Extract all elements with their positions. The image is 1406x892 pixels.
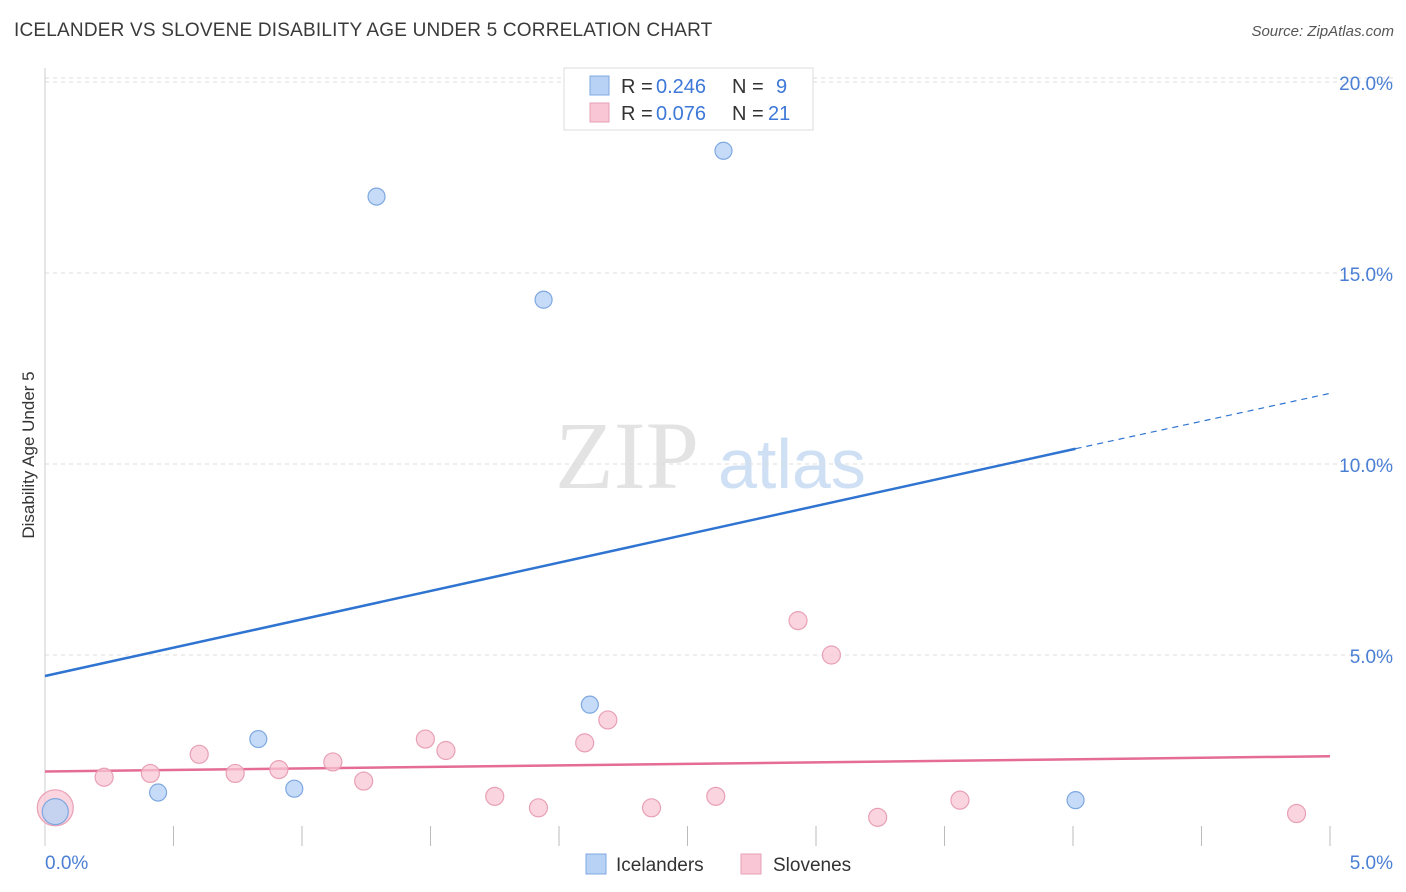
legend-n-label-icelanders: N =: [732, 76, 764, 98]
point-icelanders: [714, 141, 733, 160]
x-tick-label: 0.0%: [45, 853, 88, 874]
legend-n-icelanders: 9: [776, 76, 787, 98]
trend-line-icelanders-extension: [1075, 392, 1331, 450]
point-icelanders: [580, 695, 599, 714]
y-tick-label: 10.0%: [1339, 456, 1393, 477]
point-icelanders: [534, 290, 553, 309]
bottom-legend-label-icelanders: Icelanders: [616, 855, 704, 876]
point-icelanders: [148, 783, 168, 802]
point-slovenes: [436, 740, 456, 761]
trend-line-icelanders: [44, 447, 1076, 678]
legend-swatch-icelanders: [589, 75, 610, 96]
bottom-legend-swatch-icelanders: [585, 853, 607, 875]
y-axis-label: Disability Age Under 5: [19, 371, 38, 538]
legend-r-slovenes: 0.076: [656, 103, 706, 125]
watermark: ZIP atlas: [555, 402, 866, 509]
bottom-legend-label-slovenes: Slovenes: [773, 855, 851, 876]
point-slovenes: [94, 767, 114, 787]
chart-title: ICELANDER VS SLOVENE DISABILITY AGE UNDE…: [14, 20, 713, 41]
legend-r-label-icelanders: R =: [621, 76, 653, 98]
stats-legend: R = 0.246 N = 9 R = 0.076 N = 21: [563, 67, 814, 131]
point-slovenes: [485, 786, 505, 806]
point-slovenes: [269, 759, 289, 780]
y-tick-labels: 5.0% 10.0% 15.0% 20.0%: [1339, 74, 1393, 668]
point-icelanders: [249, 729, 268, 749]
bottom-legend-swatch-slovenes: [740, 853, 762, 875]
point-slovenes: [868, 807, 888, 827]
x-tick-label: 5.0%: [1350, 853, 1393, 874]
y-tick-label: 5.0%: [1350, 647, 1393, 668]
point-slovenes: [354, 771, 374, 791]
legend-r-icelanders: 0.246: [656, 76, 706, 98]
y-tick-label: 20.0%: [1339, 74, 1393, 95]
point-slovenes: [821, 645, 842, 665]
point-slovenes: [641, 798, 662, 818]
point-slovenes: [415, 729, 435, 749]
trend-line-slovenes: [44, 754, 1331, 773]
legend-r-label-slovenes: R =: [621, 103, 653, 125]
axes: [44, 68, 1331, 846]
point-slovenes: [950, 790, 970, 810]
trend-lines: [44, 392, 1331, 773]
point-icelanders: [285, 779, 304, 798]
point-slovenes: [575, 733, 595, 753]
point-slovenes: [323, 752, 343, 772]
point-slovenes: [225, 763, 245, 784]
y-tick-label: 15.0%: [1339, 265, 1393, 286]
point-icelanders: [41, 798, 69, 826]
point-icelanders: [367, 187, 386, 206]
point-slovenes: [140, 763, 160, 784]
series-legend: Icelanders Slovenes: [585, 853, 851, 876]
legend-swatch-slovenes: [589, 102, 610, 123]
point-slovenes: [528, 798, 549, 818]
legend-n-slovenes: 21: [768, 103, 790, 125]
source-label: Source: ZipAtlas.com: [1251, 23, 1394, 40]
point-icelanders: [1066, 791, 1085, 810]
point-slovenes: [189, 744, 209, 764]
x-tick-labels: 0.0% 5.0%: [45, 853, 1393, 874]
point-slovenes: [706, 786, 726, 806]
legend-n-label-slovenes: N =: [732, 103, 764, 125]
gridlines: [45, 77, 1395, 656]
point-slovenes: [788, 611, 808, 631]
point-slovenes: [1286, 803, 1307, 824]
point-slovenes: [598, 710, 618, 730]
data-points: [36, 141, 1307, 827]
watermark-zip: ZIP: [555, 402, 699, 509]
